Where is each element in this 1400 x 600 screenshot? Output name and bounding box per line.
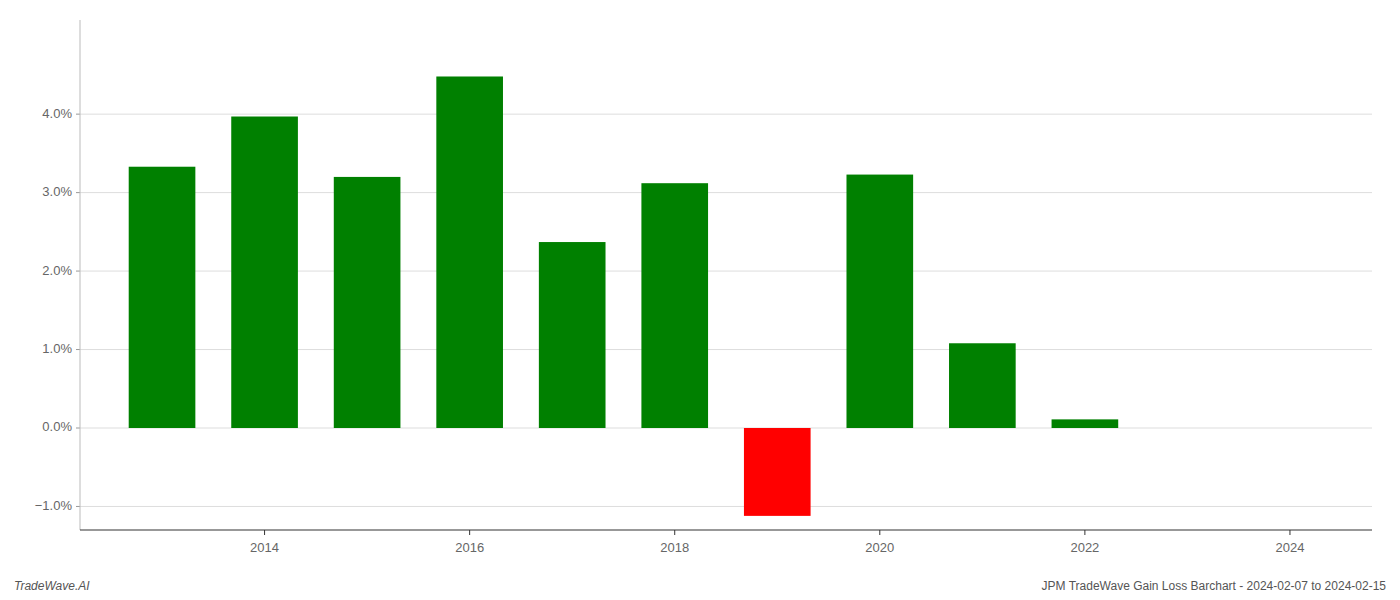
x-tick [1289,530,1290,535]
y-tick-label: 1.0% [42,341,72,356]
x-tick [264,530,265,535]
x-tick [469,530,470,535]
footer-text: JPM TradeWave Gain Loss Barchart - 2024-… [1042,579,1387,593]
bar [129,167,196,428]
grid [80,114,1372,506]
footer: TradeWave.AI JPM TradeWave Gain Loss Barc… [14,579,1386,593]
x-axis: 2014 2016 2018 2020 2022 2024 [80,530,1372,555]
y-tick [76,271,80,272]
y-tick [76,428,80,429]
x-tick-label: 2016 [455,540,484,555]
y-tick-label: 2.0% [42,263,72,278]
y-tick [76,349,80,350]
x-tick [879,530,880,535]
bar [1052,419,1119,428]
bar [539,242,606,428]
bar [744,428,811,516]
y-tick-label: 3.0% [42,184,72,199]
x-tick-label: 2022 [1070,540,1099,555]
y-tick-label: −1.0% [35,498,73,513]
bar [846,175,913,428]
y-axis: −1.0% 0.0% 1.0% 2.0% 3.0% 4.0% [35,20,80,530]
y-tick [76,114,80,115]
bars [129,76,1119,515]
x-tick-label: 2020 [865,540,894,555]
grid-line [80,506,1372,507]
y-axis-line [80,20,81,530]
y-tick-label: 0.0% [42,419,72,434]
x-tick-label: 2018 [660,540,689,555]
y-tick-label: 4.0% [42,106,72,121]
x-tick [1084,530,1085,535]
bar [436,76,503,428]
x-tick-label: 2024 [1276,540,1305,555]
y-tick [76,192,80,193]
x-tick [674,530,675,535]
y-tick [76,506,80,507]
bar [641,183,708,428]
chart: −1.0% 0.0% 1.0% 2.0% 3.0% 4.0% 2014 2016 2018 202… [0,0,1400,600]
bar [231,117,298,428]
footer-text: TradeWave.AI [14,579,90,593]
grid-line [80,114,1372,115]
bar [949,343,1016,428]
bar [334,177,401,428]
chart-container: −1.0% 0.0% 1.0% 2.0% 3.0% 4.0% 2014 2016 2018 202… [0,0,1400,600]
x-axis-line [80,529,1372,530]
bar [1154,428,1221,429]
x-tick-label: 2014 [250,540,279,555]
